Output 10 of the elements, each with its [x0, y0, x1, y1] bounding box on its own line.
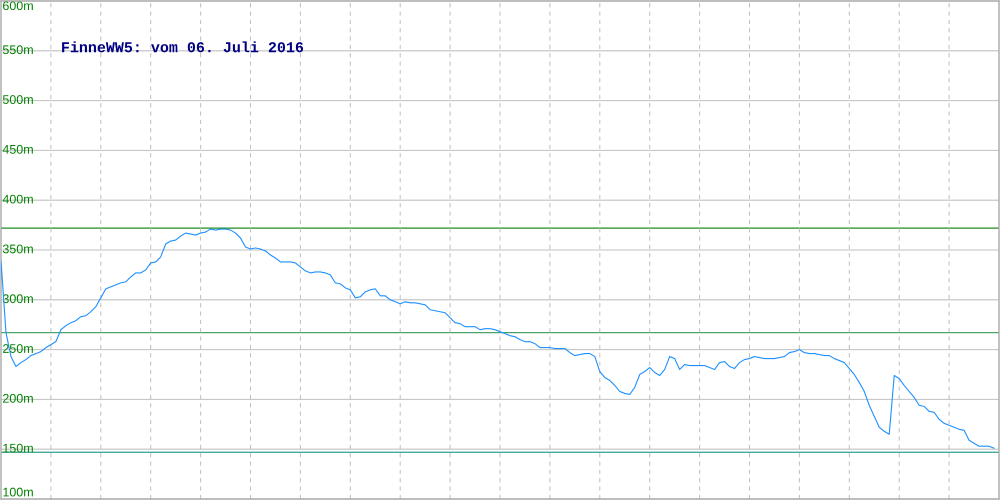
- y-tick-label: 500m: [2, 95, 33, 104]
- y-tick-label: 350m: [2, 244, 33, 254]
- y-tick-label: 600m: [3, 1, 33, 10]
- y-tick-label: 100m: [3, 488, 33, 497]
- y-tick-label: 550m: [2, 45, 33, 54]
- y-tick-label: 400m: [2, 194, 33, 204]
- text: FinneWW5: vom 06. Juli 2016: [62, 41, 304, 52]
- y-tick-label: 150m: [3, 444, 33, 453]
- y-tick-label: 200m: [3, 394, 33, 403]
- y-tick-label: 450m: [2, 144, 33, 154]
